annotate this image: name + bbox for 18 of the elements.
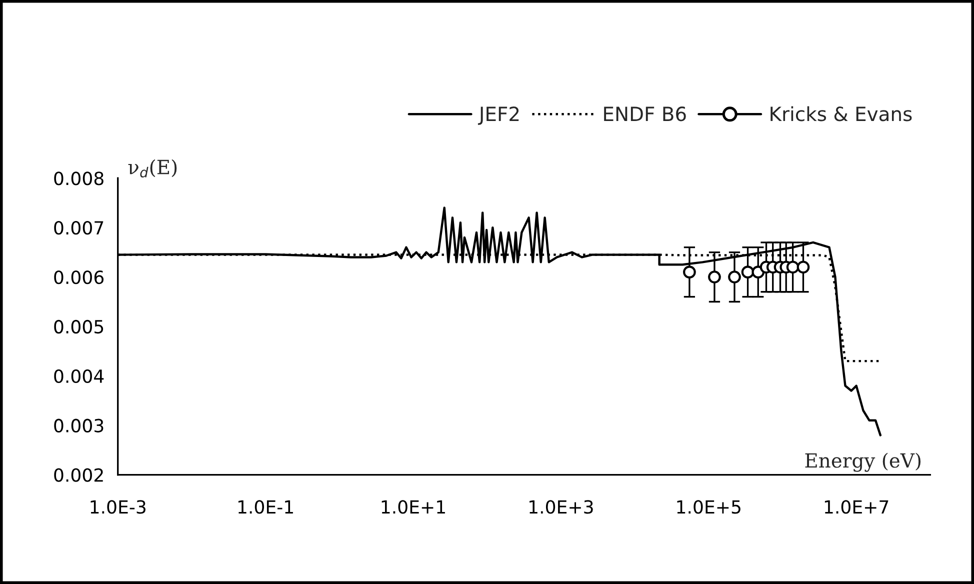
x-tick-label: 1.0E+5	[677, 500, 740, 514]
legend-label: ENDF B6	[604, 106, 686, 122]
x-tick-label: 1.0E+3	[530, 500, 593, 514]
y-tick-label: 0.003	[54, 418, 104, 432]
legend-label: Kricks & Evans	[770, 106, 912, 122]
y-tick-label: 0.002	[54, 468, 103, 482]
x-axis-title: Energy (eV)	[805, 452, 921, 472]
y-tick-label: 0.005	[54, 320, 104, 334]
y-tick-label: 0.004	[54, 369, 104, 384]
y-tick-label: 0.007	[54, 221, 104, 235]
legend-label: JEF2	[478, 106, 519, 125]
x-tick-label: 1.0E+7	[824, 500, 888, 514]
x-tick-label: 1.0E-1	[238, 500, 293, 514]
x-tick-label: 1.0E+1	[382, 500, 445, 514]
y-axis-title: ν$_{d}$(E)	[128, 159, 177, 178]
x-tick-label: 1.0E-3	[90, 500, 146, 514]
y-tick-label: 0.006	[54, 270, 104, 284]
y-tick-label: 0.008	[54, 172, 104, 186]
